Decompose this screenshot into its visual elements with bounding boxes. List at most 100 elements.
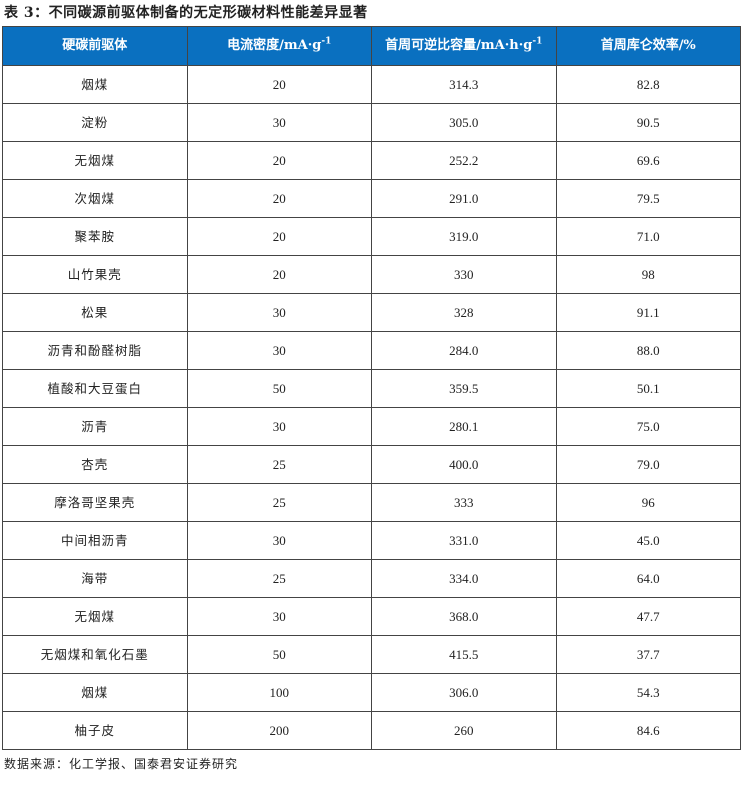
cell-precursor: 海带 [2, 559, 188, 598]
header-current-label: 电流密度/mA·g [227, 38, 322, 53]
cell-capacity: 328 [371, 293, 557, 332]
cell-efficiency: 79.5 [555, 179, 741, 218]
cell-precursor: 次烟煤 [2, 179, 188, 218]
cell-current-density: 100 [186, 673, 372, 712]
cell-precursor: 无烟煤 [2, 141, 188, 180]
cell-precursor: 无烟煤 [2, 597, 188, 636]
cell-efficiency: 75.0 [555, 407, 741, 446]
table-row: 无烟煤 30 368.0 47.7 [2, 597, 741, 636]
cell-precursor: 烟煤 [2, 673, 188, 712]
cell-current-density: 25 [186, 559, 372, 598]
table-row: 摩洛哥坚果壳 25 333 96 [2, 483, 741, 522]
table-title: 表 3：不同碳源前驱体制备的无定形碳材料性能差异显著 [4, 5, 368, 21]
table-row: 烟煤 20 314.3 82.8 [2, 65, 741, 104]
precursor-performance-table: 硬碳前驱体 电流密度/mA·g-1 首周可逆比容量/mA·h·g-1 首周库仑效… [2, 26, 741, 750]
page: 表 3：不同碳源前驱体制备的无定形碳材料性能差异显著 硬碳前驱体 电流密度/mA… [2, 5, 741, 771]
table-row: 烟煤 100 306.0 54.3 [2, 673, 741, 712]
header-capacity: 首周可逆比容量/mA·h·g-1 [371, 26, 557, 66]
table-row: 无烟煤和氧化石墨 50 415.5 37.7 [2, 635, 741, 674]
cell-efficiency: 54.3 [555, 673, 741, 712]
cell-current-density: 30 [186, 521, 372, 560]
table-row: 聚苯胺 20 319.0 71.0 [2, 217, 741, 256]
cell-capacity: 415.5 [371, 635, 557, 674]
cell-capacity: 331.0 [371, 521, 557, 560]
cell-capacity: 319.0 [371, 217, 557, 256]
cell-efficiency: 69.6 [555, 141, 741, 180]
cell-efficiency: 82.8 [555, 65, 741, 104]
cell-precursor: 聚苯胺 [2, 217, 188, 256]
cell-current-density: 30 [186, 597, 372, 636]
cell-current-density: 30 [186, 331, 372, 370]
table-row: 沥青和酚醛树脂 30 284.0 88.0 [2, 331, 741, 370]
cell-capacity: 359.5 [371, 369, 557, 408]
cell-efficiency: 84.6 [555, 711, 741, 750]
cell-capacity: 260 [371, 711, 557, 750]
header-capacity-label: 首周可逆比容量/mA·h·g [385, 38, 533, 53]
cell-precursor: 无烟煤和氧化石墨 [2, 635, 188, 674]
cell-capacity: 284.0 [371, 331, 557, 370]
cell-current-density: 200 [186, 711, 372, 750]
cell-efficiency: 96 [555, 483, 741, 522]
cell-efficiency: 45.0 [555, 521, 741, 560]
cell-capacity: 314.3 [371, 65, 557, 104]
cell-precursor: 摩洛哥坚果壳 [2, 483, 188, 522]
cell-efficiency: 98 [555, 255, 741, 294]
cell-efficiency: 90.5 [555, 103, 741, 142]
table-row: 海带 25 334.0 64.0 [2, 559, 741, 598]
cell-current-density: 30 [186, 407, 372, 446]
table-row: 柚子皮 200 260 84.6 [2, 711, 741, 750]
cell-precursor: 中间相沥青 [2, 521, 188, 560]
cell-capacity: 368.0 [371, 597, 557, 636]
cell-capacity: 305.0 [371, 103, 557, 142]
header-efficiency: 首周库仑效率/% [555, 26, 741, 66]
cell-precursor: 植酸和大豆蛋白 [2, 369, 188, 408]
cell-current-density: 20 [186, 65, 372, 104]
cell-current-density: 30 [186, 293, 372, 332]
header-current-density: 电流密度/mA·g-1 [186, 26, 372, 66]
cell-precursor: 松果 [2, 293, 188, 332]
cell-precursor: 柚子皮 [2, 711, 188, 750]
cell-current-density: 25 [186, 445, 372, 484]
cell-current-density: 30 [186, 103, 372, 142]
table-row: 无烟煤 20 252.2 69.6 [2, 141, 741, 180]
cell-precursor: 淀粉 [2, 103, 188, 142]
header-precursor: 硬碳前驱体 [2, 26, 188, 66]
data-source: 数据来源：化工学报、国泰君安证券研究 [4, 757, 239, 771]
cell-current-density: 20 [186, 179, 372, 218]
table-header-row: 硬碳前驱体 电流密度/mA·g-1 首周可逆比容量/mA·h·g-1 首周库仑效… [2, 26, 741, 66]
cell-efficiency: 50.1 [555, 369, 741, 408]
cell-efficiency: 91.1 [555, 293, 741, 332]
cell-capacity: 334.0 [371, 559, 557, 598]
cell-capacity: 291.0 [371, 179, 557, 218]
header-capacity-sup: -1 [532, 36, 543, 47]
cell-precursor: 山竹果壳 [2, 255, 188, 294]
cell-current-density: 20 [186, 255, 372, 294]
table-row: 中间相沥青 30 331.0 45.0 [2, 521, 741, 560]
table-row: 植酸和大豆蛋白 50 359.5 50.1 [2, 369, 741, 408]
table-row: 山竹果壳 20 330 98 [2, 255, 741, 294]
table-row: 松果 30 328 91.1 [2, 293, 741, 332]
cell-capacity: 252.2 [371, 141, 557, 180]
cell-capacity: 306.0 [371, 673, 557, 712]
table-row: 淀粉 30 305.0 90.5 [2, 103, 741, 142]
cell-current-density: 50 [186, 369, 372, 408]
table-row: 次烟煤 20 291.0 79.5 [2, 179, 741, 218]
cell-precursor: 烟煤 [2, 65, 188, 104]
cell-efficiency: 71.0 [555, 217, 741, 256]
table-row: 沥青 30 280.1 75.0 [2, 407, 741, 446]
cell-current-density: 20 [186, 217, 372, 256]
cell-efficiency: 47.7 [555, 597, 741, 636]
cell-current-density: 20 [186, 141, 372, 180]
cell-capacity: 330 [371, 255, 557, 294]
cell-precursor: 沥青 [2, 407, 188, 446]
cell-precursor: 杏壳 [2, 445, 188, 484]
cell-efficiency: 37.7 [555, 635, 741, 674]
cell-capacity: 400.0 [371, 445, 557, 484]
cell-current-density: 50 [186, 635, 372, 674]
cell-efficiency: 64.0 [555, 559, 741, 598]
cell-precursor: 沥青和酚醛树脂 [2, 331, 188, 370]
cell-efficiency: 88.0 [555, 331, 741, 370]
header-current-sup: -1 [321, 36, 332, 47]
cell-capacity: 333 [371, 483, 557, 522]
cell-current-density: 25 [186, 483, 372, 522]
